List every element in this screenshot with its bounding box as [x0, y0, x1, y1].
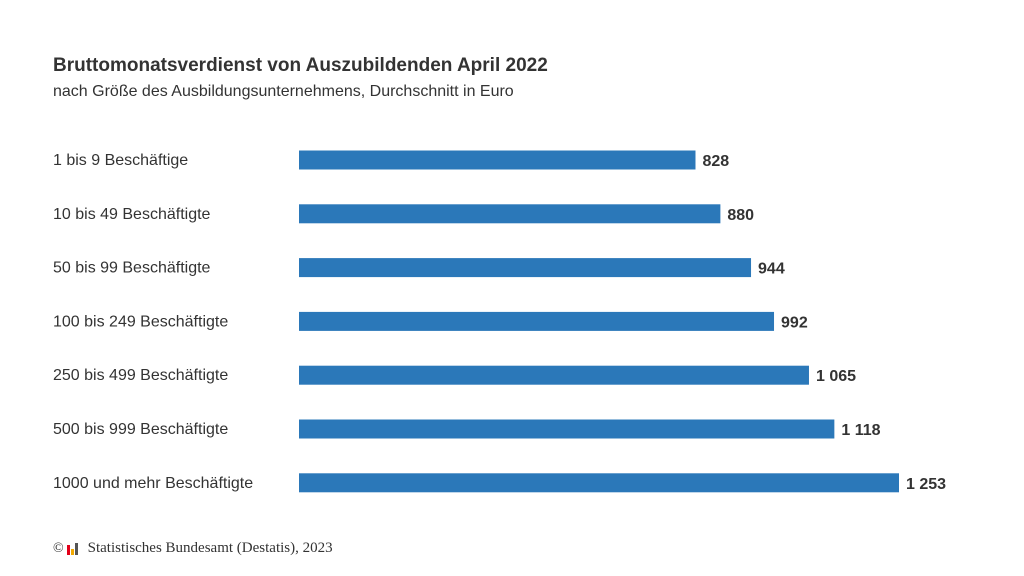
value-label: 880	[727, 207, 754, 224]
value-label: 992	[781, 314, 808, 331]
value-label: 828	[702, 153, 729, 170]
logo-bar	[70, 548, 74, 555]
category-label: 1 bis 9 Beschäftige	[53, 152, 188, 169]
bar	[299, 150, 696, 170]
bar	[299, 204, 721, 224]
category-label: 500 bis 999 Beschäftigte	[53, 421, 228, 438]
category-label: 100 bis 249 Beschäftigte	[53, 313, 228, 330]
source-line: © Statistisches Bundesamt (Destatis), 20…	[53, 540, 333, 557]
value-label: 1 253	[906, 476, 946, 493]
category-label: 250 bis 499 Beschäftigte	[53, 367, 228, 384]
category-label: 10 bis 49 Beschäftigte	[53, 206, 211, 223]
logo-bar	[66, 544, 70, 555]
source-text: Statistisches Bundesamt (Destatis), 2023	[87, 540, 333, 556]
bar	[299, 473, 899, 493]
bar	[299, 365, 809, 385]
bar	[299, 311, 775, 331]
chart-subtitle: nach Größe des Ausbildungsunternehmens, …	[53, 83, 514, 100]
destatis-logo-icon	[66, 542, 83, 555]
chart-title: Bruttomonatsverdienst von Auszubildenden…	[53, 55, 548, 76]
category-label: 50 bis 99 Beschäftigte	[53, 260, 211, 277]
value-label: 1 065	[816, 368, 856, 385]
value-label: 944	[758, 261, 785, 278]
category-label: 1000 und mehr Beschäftigte	[53, 475, 253, 492]
bar	[299, 258, 752, 278]
logo-bar	[74, 542, 78, 555]
copyright-symbol: ©	[53, 540, 64, 556]
value-label: 1 118	[841, 422, 880, 439]
bar	[299, 419, 835, 439]
